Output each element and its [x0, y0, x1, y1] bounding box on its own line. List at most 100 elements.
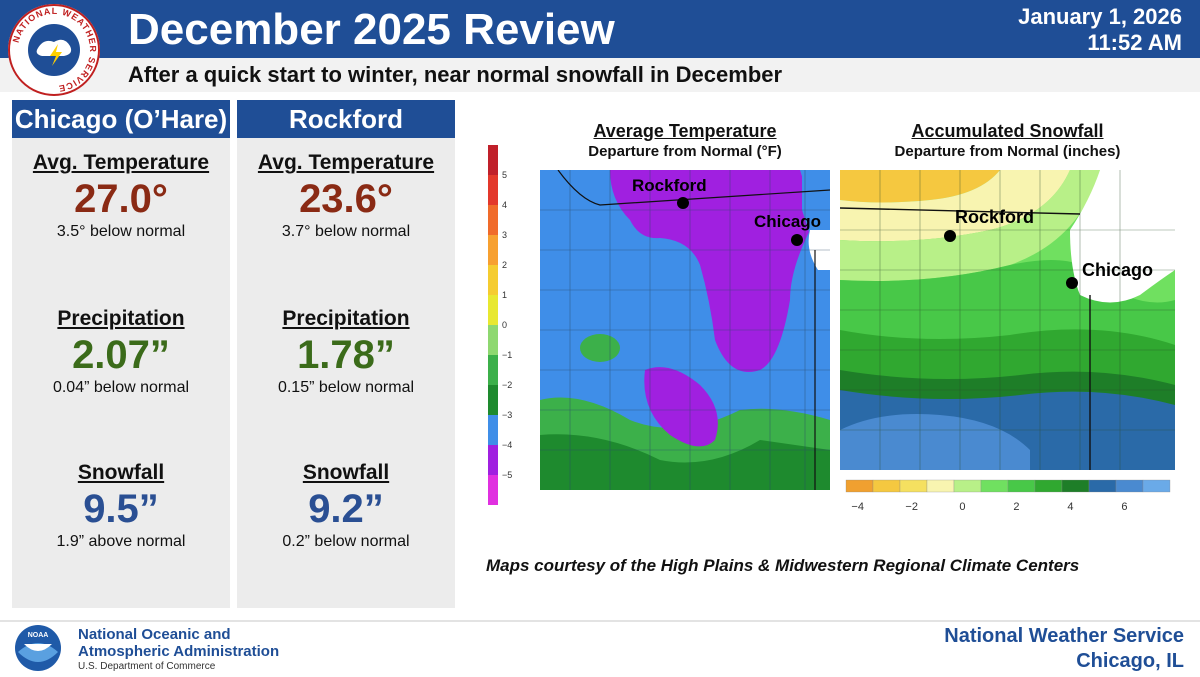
precip-value: 1.78” [297, 333, 395, 377]
rockford-label: Rockford [632, 176, 707, 195]
snow-zone-1 [840, 170, 1100, 281]
header-bar [0, 0, 1200, 58]
noaa-line1: National Oceanic and [78, 626, 231, 643]
legend-tick-label: 2 [502, 260, 507, 270]
legend-tick-label: −2 [905, 501, 918, 513]
legend-tick-label: 2 [1013, 501, 1019, 513]
precip-label: Precipitation [282, 307, 410, 330]
legend-swatch [1088, 479, 1117, 493]
temp-map-title: Average Temperature Departure from Norma… [540, 120, 830, 161]
legend-tick-label: 0 [502, 320, 507, 330]
chicago-marker [791, 234, 803, 246]
legend-swatch [1115, 479, 1144, 493]
temp-zone-minus4-south [644, 367, 718, 447]
legend-swatch [1034, 479, 1063, 493]
snow-map-heading: Accumulated Snowfall [911, 121, 1104, 141]
issue-time: 11:52 AM [1087, 30, 1182, 55]
subtitle-bar [0, 58, 1200, 92]
state-border [557, 170, 830, 206]
snow-label: Snowfall [302, 461, 390, 484]
legend-swatch [488, 265, 498, 295]
county-lines [540, 170, 830, 490]
snow-value: 9.2” [308, 487, 384, 531]
legend-tick-label: 5 [502, 170, 507, 180]
temp-legend: 5 4 3 2 1 0 −1 −2 −3 −4 −5 [488, 145, 512, 505]
legend-tick-label: 4 [502, 200, 507, 210]
snow-stat: Snowfall 9.2” 0.2” below normal [237, 460, 455, 552]
chicago-marker [1066, 277, 1078, 289]
issue-datetime: January 1, 2026 11:52 AM [1018, 4, 1182, 56]
snow-note: 0.2” below normal [282, 533, 410, 550]
legend-tick-label: 3 [502, 230, 507, 240]
legend-swatch [488, 295, 498, 325]
legend-tick-label: −2 [502, 380, 512, 390]
legend-swatch [488, 235, 498, 265]
nws-line1: National Weather Service [944, 625, 1184, 647]
chicago-label: Chicago [754, 212, 821, 231]
precip-stat: Precipitation 2.07” 0.04” below normal [12, 306, 230, 398]
legend-tick-label: 1 [502, 290, 507, 300]
temp-note: 3.5° below normal [56, 223, 186, 240]
legend-swatch [488, 175, 498, 205]
precip-value: 2.07” [72, 333, 170, 377]
station-name: Rockford [237, 100, 455, 138]
state-border [840, 207, 1081, 215]
legend-swatch [980, 479, 1009, 493]
snow-note: 1.9” above normal [56, 533, 186, 550]
page-subtitle: After a quick start to winter, near norm… [128, 62, 783, 87]
legend-tick-label: −1 [502, 350, 512, 360]
footer-bar [0, 620, 1200, 677]
precip-note: 0.15” below normal [277, 379, 415, 396]
legend-tick-label: 0 [959, 501, 965, 513]
snow-zone-0 [840, 170, 1070, 242]
station-column-chicago: Chicago (O’Hare) Avg. Temperature 27.0° … [12, 100, 230, 608]
noaa-line3: U.S. Department of Commerce [78, 661, 216, 672]
temp-label: Avg. Temperature [257, 151, 435, 174]
legend-swatch [845, 479, 874, 493]
lake-michigan-snow [1070, 170, 1175, 303]
page-title: December 2025 Review [128, 5, 615, 54]
snow-map-title: Accumulated Snowfall Departure from Norm… [840, 120, 1175, 161]
legend-tick-label: −4 [851, 501, 864, 513]
snow-value: 9.5” [83, 487, 159, 531]
snow-label: Snowfall [77, 461, 165, 484]
legend-swatch [488, 325, 498, 355]
noaa-line2: Atmospheric Administration [78, 643, 280, 660]
snow-map: Rockford Chicago [840, 170, 1175, 470]
nws-line2: Chicago, IL [1076, 650, 1184, 672]
legend-swatch [1007, 479, 1036, 493]
legend-swatch [953, 479, 982, 493]
nws-logo: NATIONAL WEATHER SERVICE [8, 4, 100, 96]
county-lines [840, 170, 1175, 470]
map-credit: Maps courtesy of the High Plains & Midwe… [486, 556, 1080, 575]
snow-map-subheading: Departure from Normal (inches) [894, 143, 1121, 160]
legend-swatch [872, 479, 901, 493]
legend-swatch [488, 415, 498, 445]
legend-tick-label: −4 [502, 440, 512, 450]
legend-swatch [488, 385, 498, 415]
station-name: Chicago (O’Hare) [12, 100, 230, 138]
legend-swatch [488, 475, 498, 505]
snow-legend: −4 −2 0 2 4 6 [845, 479, 1171, 513]
snow-zone-6 [840, 414, 1030, 470]
temp-stat: Avg. Temperature 23.6° 3.7° below normal [237, 150, 455, 242]
issue-date: January 1, 2026 [1018, 4, 1182, 29]
temp-label: Avg. Temperature [32, 151, 210, 174]
legend-tick-label: −5 [502, 470, 512, 480]
temp-map: Rockford Chicago [540, 170, 830, 490]
temp-zone-minus2-island [580, 334, 620, 362]
noaa-logo: NOAA [15, 625, 61, 671]
noaa-name: National Oceanic and Atmospheric Adminis… [78, 626, 279, 674]
precip-note: 0.04” below normal [52, 379, 190, 396]
station-column-rockford: Rockford Avg. Temperature 23.6° 3.7° bel… [237, 100, 455, 608]
legend-tick-label: 4 [1067, 501, 1073, 513]
legend-swatch [926, 479, 955, 493]
precip-label: Precipitation [57, 307, 185, 330]
legend-swatch [488, 205, 498, 235]
legend-swatch [899, 479, 928, 493]
temp-zone-minus2-dark [540, 434, 830, 490]
legend-swatch [488, 145, 498, 175]
legend-tick-label: 6 [1121, 501, 1127, 513]
legend-swatch [488, 445, 498, 475]
temp-value: 27.0° [74, 177, 168, 221]
